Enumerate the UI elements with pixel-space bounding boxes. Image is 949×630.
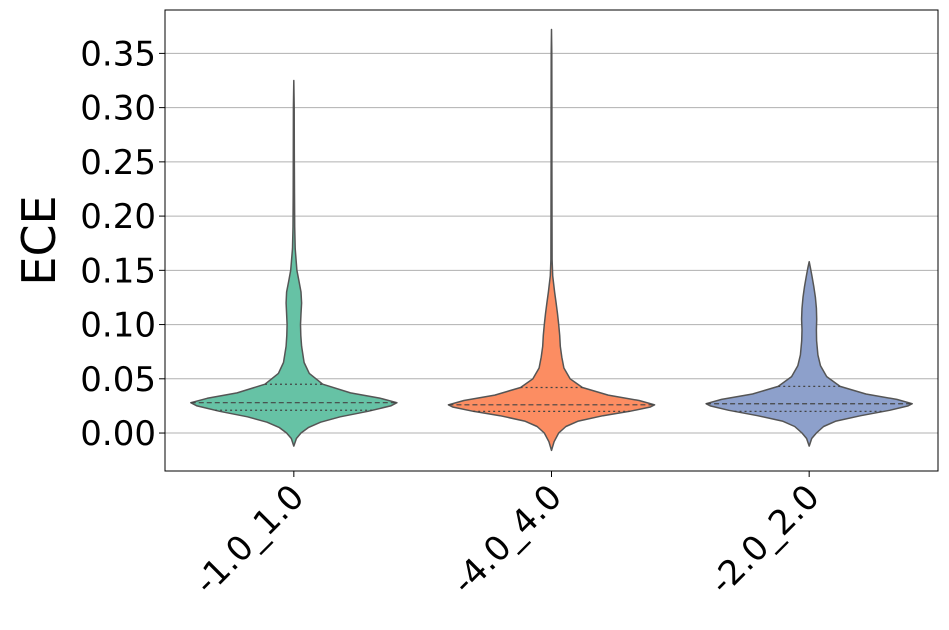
- x-tick-label: -1.0_1.0: [187, 477, 312, 602]
- x-axis-ticks: -1.0_1.0 -4.0_4.0 -2.0_2.0: [187, 471, 828, 603]
- y-axis-label: ECE: [12, 195, 66, 285]
- violins: [190, 28, 913, 452]
- y-tick-label: 0.00: [80, 414, 156, 454]
- y-tick-label: 0.30: [80, 89, 156, 129]
- y-tick-label: 0.10: [80, 306, 156, 346]
- y-tick-label: 0.05: [80, 360, 156, 400]
- violin-body: [190, 79, 398, 447]
- y-tick-label: 0.35: [80, 34, 156, 74]
- y-tick-label: 0.20: [80, 197, 156, 237]
- x-tick-label: -4.0_4.0: [444, 477, 569, 602]
- x-tick-label: -2.0_2.0: [702, 477, 827, 602]
- violin-body: [705, 260, 913, 447]
- y-axis-ticks: 0.00 0.05 0.10 0.15 0.20 0.25 0.30 0.35: [80, 34, 165, 454]
- y-tick-label: 0.15: [80, 251, 156, 291]
- y-tick-label: 0.25: [80, 143, 156, 183]
- violin-body: [447, 28, 656, 452]
